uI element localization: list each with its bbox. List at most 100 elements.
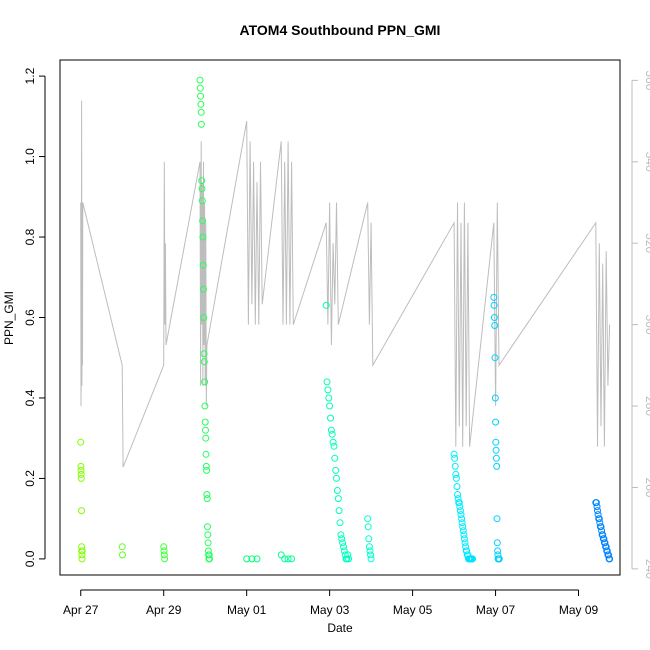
data-point xyxy=(494,551,502,559)
data-point xyxy=(204,523,211,531)
data-point xyxy=(243,555,251,563)
data-point xyxy=(281,555,289,563)
data-point xyxy=(596,519,604,527)
data-point xyxy=(78,551,86,559)
data-point xyxy=(366,547,374,555)
data-point xyxy=(462,543,470,551)
data-point xyxy=(594,511,602,519)
data-point xyxy=(197,120,205,128)
data-point xyxy=(330,442,338,450)
data-point xyxy=(327,426,335,434)
data-point xyxy=(323,378,331,386)
data-point xyxy=(198,185,206,193)
y-axis-label: PPN_GMI xyxy=(2,291,16,345)
data-point xyxy=(201,378,209,386)
data-point xyxy=(459,523,467,531)
y2-axis: 240 260 280 300 320 340 360 xyxy=(631,70,650,579)
data-point xyxy=(329,438,337,446)
y-tick-label: 0.4 xyxy=(23,389,37,406)
y-tick-label: 0.2 xyxy=(23,470,37,487)
data-point xyxy=(198,197,206,205)
y2-tick-label: 320 xyxy=(643,233,650,253)
data-point xyxy=(202,450,210,458)
data-point xyxy=(206,555,213,563)
y-tick-label: 1.2 xyxy=(23,67,37,84)
data-point xyxy=(326,402,334,410)
data-point xyxy=(599,531,607,539)
data-point xyxy=(77,474,85,482)
data-point xyxy=(493,515,501,523)
data-point xyxy=(451,462,459,470)
data-point xyxy=(458,519,466,527)
data-point xyxy=(336,519,344,527)
data-point xyxy=(324,386,332,394)
data-point xyxy=(345,555,353,563)
data-point xyxy=(118,543,126,551)
data-point xyxy=(200,358,208,366)
data-point xyxy=(248,555,256,563)
data-point xyxy=(600,535,608,543)
data-point xyxy=(331,454,339,462)
data-point xyxy=(332,466,340,474)
y-tick-label: 0.0 xyxy=(23,550,37,567)
data-point xyxy=(198,177,206,185)
plot-frame xyxy=(59,59,621,576)
data-point xyxy=(456,507,464,515)
data-point xyxy=(200,314,208,321)
x-tick-label: Apr 27 xyxy=(63,603,99,617)
data-point xyxy=(327,414,334,422)
data-point xyxy=(333,487,341,494)
data-point xyxy=(454,491,461,498)
data-point xyxy=(203,491,211,498)
data-point xyxy=(490,301,498,309)
data-point xyxy=(457,511,465,519)
data-point xyxy=(77,462,85,470)
data-point xyxy=(199,233,207,241)
data-point xyxy=(200,285,207,293)
data-point xyxy=(119,551,126,559)
secondary-line-layer xyxy=(80,100,611,468)
data-point xyxy=(592,499,600,507)
data-point xyxy=(452,474,460,482)
data-point xyxy=(601,539,609,547)
x-tick-label: May 05 xyxy=(393,603,433,617)
data-point xyxy=(199,261,207,269)
data-point xyxy=(201,402,209,410)
data-point xyxy=(202,462,210,470)
x-axis-label: Date xyxy=(327,621,353,635)
data-point xyxy=(451,454,459,462)
data-point xyxy=(454,495,462,503)
data-point xyxy=(205,551,213,559)
data-point xyxy=(199,217,207,225)
data-point xyxy=(491,394,499,402)
data-point xyxy=(204,531,212,539)
y-tick-label: 0.6 xyxy=(23,309,37,326)
data-point xyxy=(341,551,349,559)
data-point xyxy=(606,555,614,563)
data-point xyxy=(78,507,85,515)
data-point xyxy=(460,531,468,539)
data-point xyxy=(322,301,330,309)
data-point xyxy=(452,470,460,478)
data-point xyxy=(284,555,292,563)
data-point xyxy=(204,539,212,547)
data-point xyxy=(492,438,500,446)
data-point xyxy=(495,555,503,563)
x-tick-label: May 03 xyxy=(310,603,350,617)
data-point xyxy=(492,446,500,454)
y-tick-label: 1.0 xyxy=(23,148,37,165)
data-point xyxy=(491,322,499,329)
y-axis: 0.0 0.2 0.4 0.6 0.8 1.0 1.2 xyxy=(23,67,46,567)
data-point xyxy=(201,418,209,426)
data-point xyxy=(160,543,168,551)
data-point xyxy=(459,527,467,535)
data-point xyxy=(78,555,86,563)
data-point xyxy=(456,503,464,511)
x-tick-label: May 01 xyxy=(227,603,267,617)
data-point xyxy=(344,551,352,559)
x-tick-label: May 07 xyxy=(476,603,516,617)
data-point xyxy=(339,539,347,547)
y2-tick-label: 360 xyxy=(643,70,650,90)
data-point xyxy=(494,547,502,555)
